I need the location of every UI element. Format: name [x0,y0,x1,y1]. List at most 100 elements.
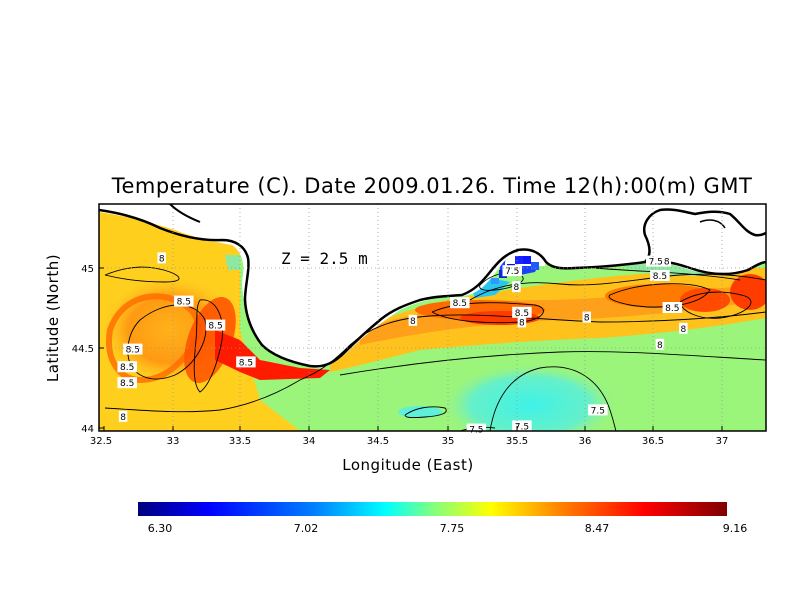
contour-value-label: 8 [517,316,527,328]
contour-label-text: 8.5 [208,322,222,332]
contour-value-label: 7.5 [502,265,522,277]
map-title: Temperature (C). Date 2009.01.26. Time 1… [111,174,753,198]
colorbar-label: 8.47 [585,522,610,535]
contour-value-label: 8.5 [650,270,670,282]
contour-value-label: 8 [582,311,592,324]
contour-label-box [588,404,608,416]
contour-label-box [655,338,665,350]
contour-label-text: 7.5 [591,406,605,416]
contour-label-text: 8.5 [126,346,140,356]
contour-label-box [502,265,522,277]
contour-label-text: 8 [514,283,520,293]
contour-value-label: 7.5 [588,404,608,416]
x-tick-label: 34.5 [367,436,389,447]
contour-label-text: 7.5 [649,258,663,268]
contour-label-text: 8 [584,314,590,324]
contour-label-box [646,255,666,267]
x-tick-label: 37 [716,436,729,447]
x-tick-label: 35 [442,436,455,447]
contour-label-box [205,319,226,331]
contour-value-label: 8.5 [512,306,532,319]
contour-label-text: 8 [159,254,165,264]
contour-label-box [662,302,683,313]
contour-label-text: 8.5 [453,299,467,309]
x-tick-label: 36.5 [642,436,664,447]
contour-label-text: 8.5 [120,379,134,389]
contour-label-box [512,420,532,432]
contour-value-label: 8 [679,322,688,335]
x-tick-label: 35.5 [506,436,528,447]
contour-value-label: 8 [118,410,128,423]
contour-label-box [450,297,470,309]
x-axis-label: Longitude (East) [342,456,473,474]
tick-marks [99,267,723,431]
contour-label-box [650,270,670,281]
contour-value-label: 7.5 [466,423,487,436]
x-tick-label: 33 [167,436,180,447]
contour-value-label: 8 [655,338,665,351]
contour-label-box [679,322,688,334]
colorbar-label: 6.30 [148,522,173,535]
contour-label-text: 7.5 [515,422,529,432]
y-axis-label: Latitude (North) [44,254,62,382]
contour-value-label: 8 [408,314,418,327]
contour-label-text: 8 [120,413,126,423]
contour-value-label: 8 [512,281,521,293]
contour-label-text: 8 [519,318,525,328]
contour-value-label: 8.5 [117,377,137,389]
colorbar-label: 7.02 [294,522,319,535]
colorbar-label: 9.16 [723,522,748,535]
contour-label-box [117,377,137,389]
plot-frame [98,203,767,432]
contour-value-label: 8.5 [662,302,683,314]
contour-label-box [236,356,256,368]
contour-label-box [517,316,527,328]
contour-label-text: 8.5 [653,272,667,282]
y-tick-label: 44.5 [72,344,94,355]
colorbar-gradient [138,502,727,516]
contour-value-label: 8 [662,255,672,268]
contour-label-box [512,281,521,293]
contour-label-text: 7.5 [505,267,519,277]
y-tick-label: 44 [81,424,94,435]
contour-label-text: 8.5 [177,298,191,308]
contour-label-text: 8 [664,258,670,268]
contour-value-label: 8.5 [205,319,226,332]
contour-label-box [512,306,532,318]
contour-label-box [122,343,143,355]
contour-label-box [662,255,672,267]
y-tick-labels: 44 44.5 45 [72,264,94,435]
x-tick-labels: 32.5 33 33.5 34 34.5 35 35.5 36 36.5 37 [90,436,729,447]
x-tick-label: 34 [303,436,316,447]
contour-label-box [466,423,487,435]
contour-value-label: 7.5 [512,420,532,432]
x-tick-label: 33.5 [229,436,251,447]
contour-label-box [117,361,137,373]
contour-label-box [582,311,592,323]
colorbar-label: 7.75 [440,522,465,535]
contour-value-label: 7.5 [646,255,666,268]
contour-value-label: 8.5 [174,295,194,308]
x-tick-label: 32.5 [90,436,112,447]
contour-label-box [408,314,418,326]
x-tick-label: 36 [579,436,592,447]
coastline [99,204,766,368]
contour-label-box [157,252,166,264]
contour-value-label: 8.5 [117,361,137,373]
colorbar: 6.30 7.02 7.75 8.47 9.16 [138,502,747,535]
contour-label-text: 8.5 [239,358,253,368]
contour-value-label: 8 [157,252,166,264]
contour-label-text: 8.5 [515,309,529,319]
contour-label-text: 8 [680,325,686,335]
contour-label-text: 8.5 [665,304,679,314]
contour-value-label: 8.5 [450,297,470,309]
contour-label-text: 8 [657,341,663,351]
contour-label-box [174,295,194,307]
contour-value-label: 8.5 [122,343,143,356]
depth-label: Z = 2.5 m [281,249,368,268]
contour-label-text: 8.5 [120,363,134,373]
y-tick-label: 45 [81,264,94,275]
contour-labels: 88.58.58.58.58.588.587.588.58.58 87.5 88.5… [117,252,688,436]
contour-label-box [118,410,128,422]
